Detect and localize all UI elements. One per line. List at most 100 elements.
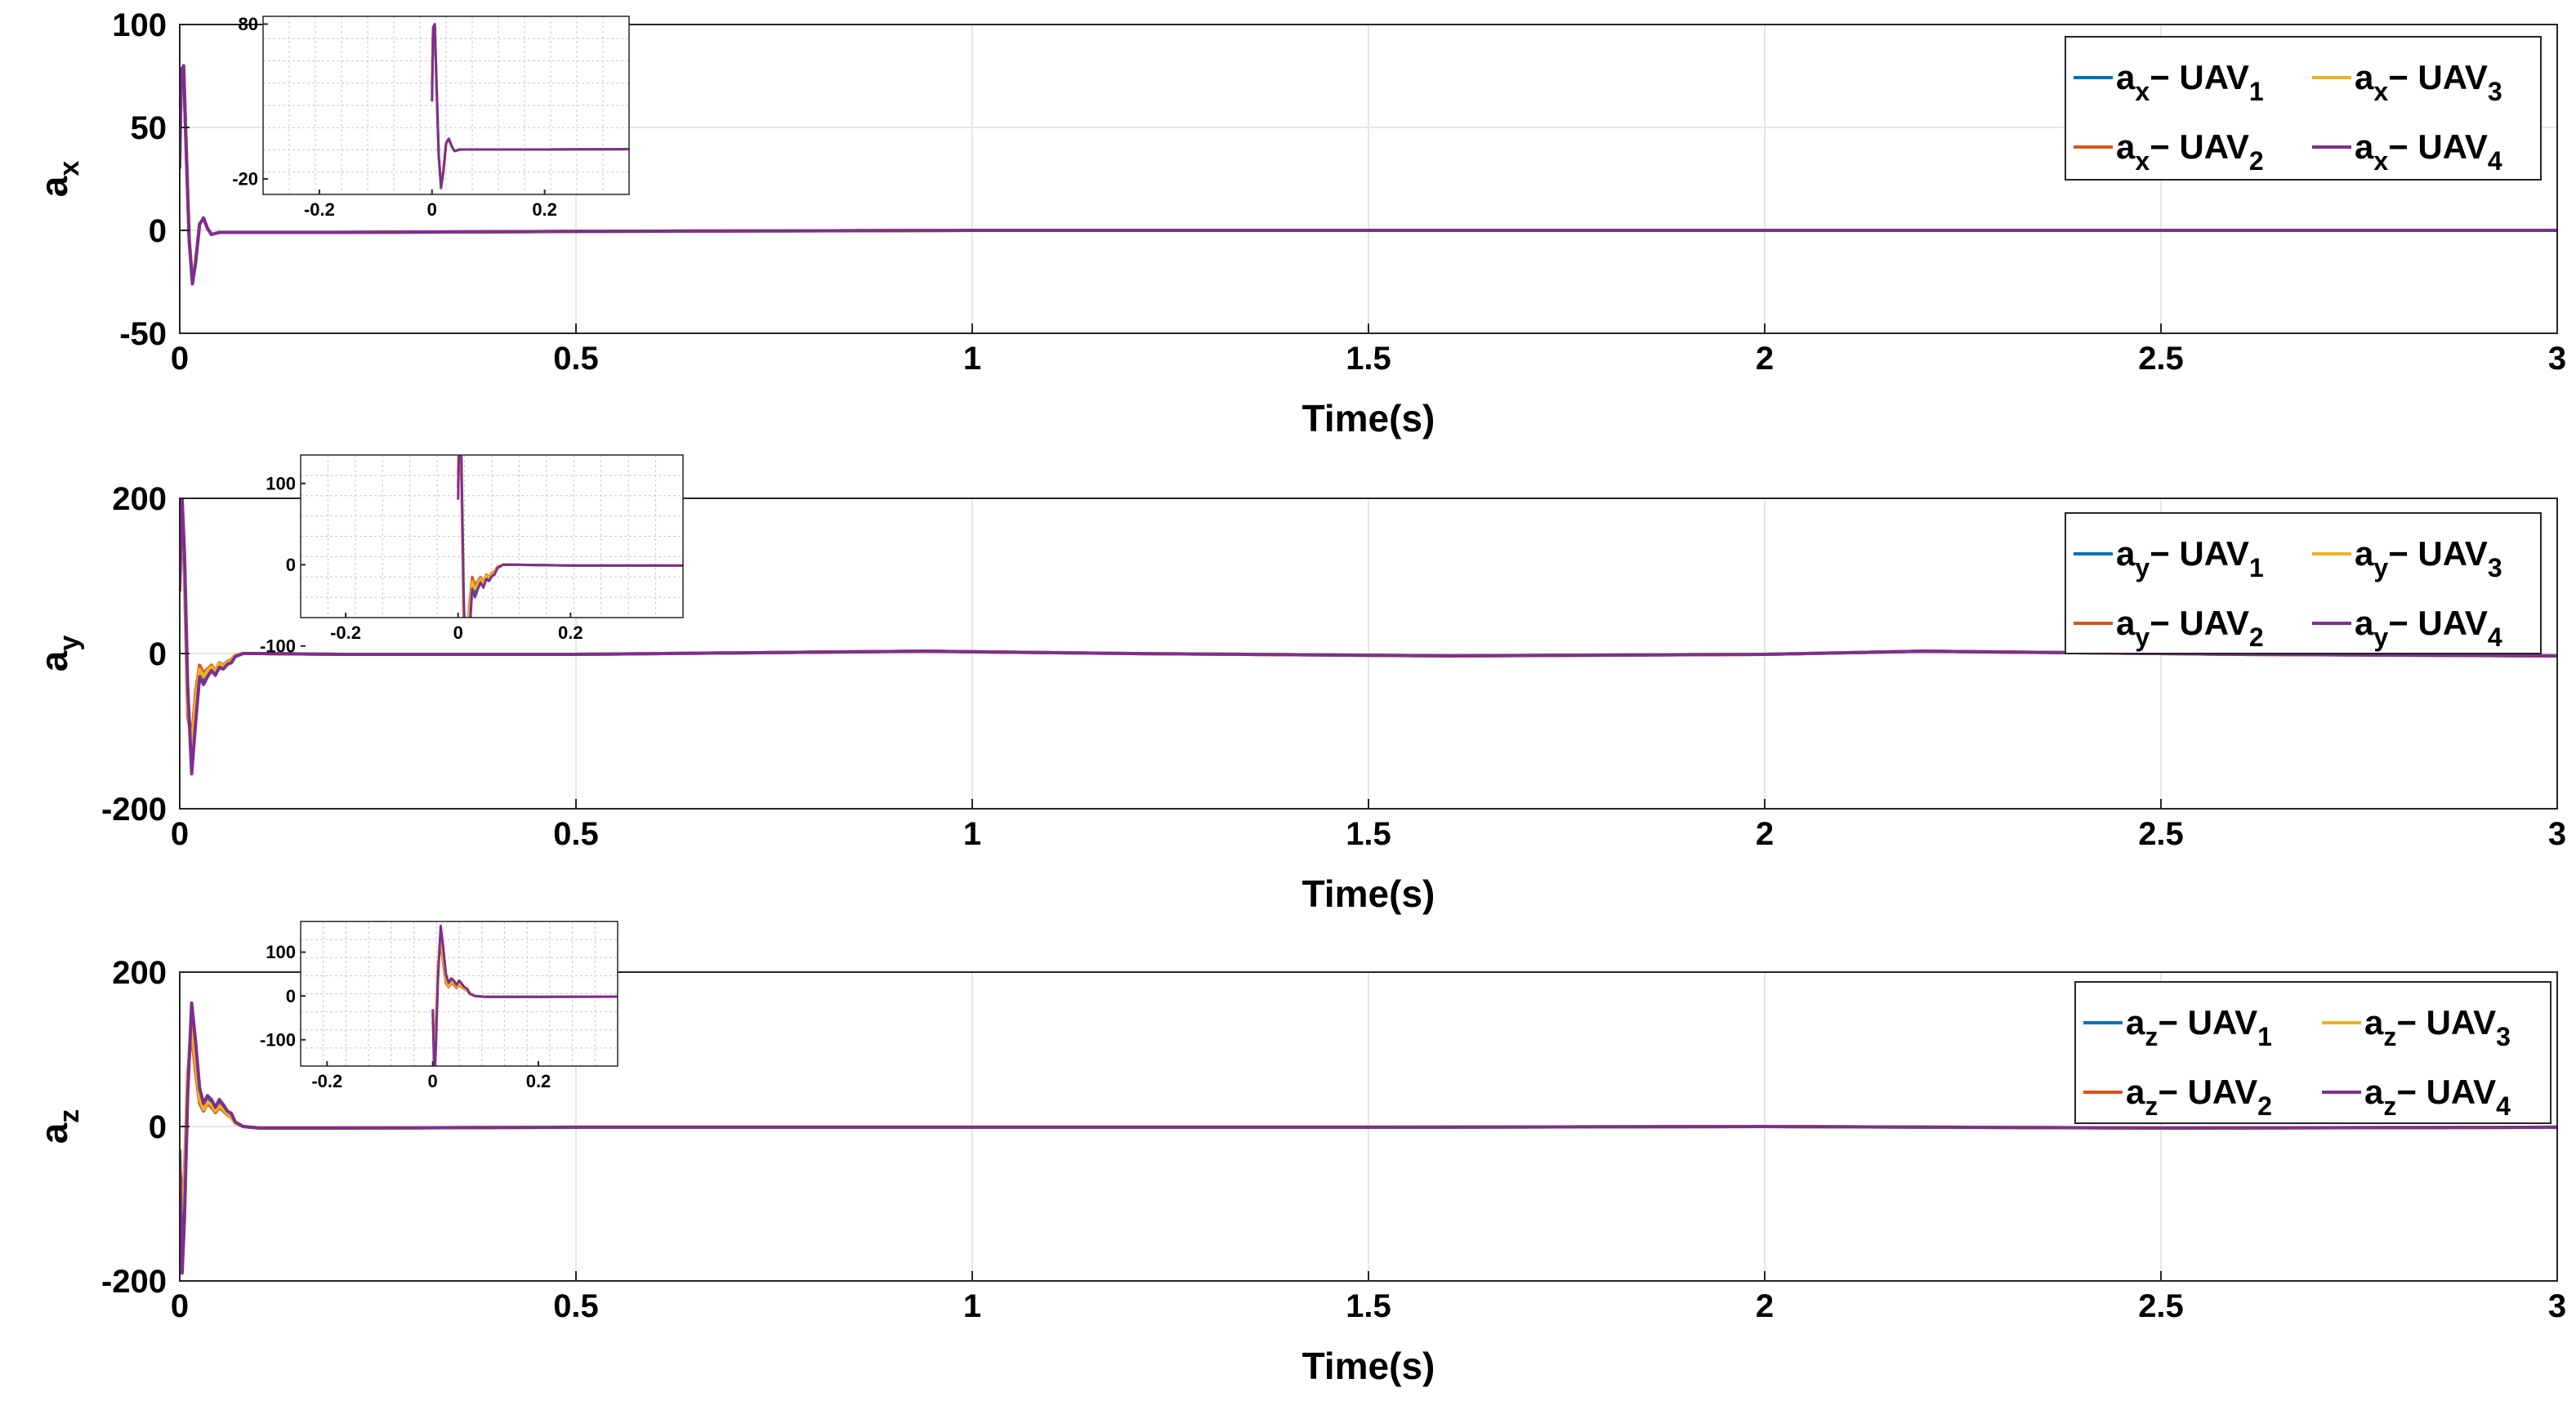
- legend-entry-subscript: x: [2135, 146, 2150, 176]
- legend-entry-dash: −: [2150, 58, 2179, 96]
- plot-xtick-label: 1: [963, 341, 981, 377]
- inset-ytick-label: 100: [266, 474, 296, 494]
- inset-xtick-label: 0: [453, 622, 463, 643]
- inset-series-group: [431, 924, 618, 1066]
- legend-entry-base: a: [2364, 1073, 2384, 1111]
- legend-entry-base: a: [2355, 534, 2374, 573]
- plot-ytick-label: 0: [149, 636, 167, 672]
- legend-entry-uav: UAV: [2179, 534, 2249, 573]
- plot-xtick-label: 0: [171, 816, 189, 852]
- plot-ytick-label: 50: [131, 110, 167, 146]
- legend-entry-uav-1: ax− UAV1: [2116, 58, 2264, 106]
- inset-series-line-uav-4: [431, 23, 629, 190]
- plot-series-line-uav-4: [180, 498, 2557, 776]
- inset-xtick-label: -0.2: [304, 199, 335, 220]
- legend-entry-dash: −: [2396, 1073, 2426, 1111]
- legend-entry-dash: −: [2388, 127, 2418, 166]
- plot-series-group: [180, 1001, 2557, 1275]
- inset-series-line-uav-4: [431, 924, 618, 1066]
- y-axis-label-subscript: z: [54, 1109, 85, 1123]
- legend-box: [2065, 512, 2542, 654]
- plot-xtick-label: 0: [171, 341, 189, 377]
- inset-series-line-uav-4: [457, 455, 683, 618]
- inset-ytick-label: 0: [286, 555, 296, 575]
- plot-xtick-label: 0.5: [553, 816, 599, 852]
- plot-xtick-label: 3: [2548, 1288, 2566, 1324]
- legend-entry-base: a: [2355, 58, 2374, 96]
- legend-entry-uav: UAV: [2418, 127, 2488, 166]
- legend-entry-uav-subscript: 4: [2488, 622, 2502, 652]
- plot-xtick-label: 0.5: [553, 341, 599, 377]
- legend-entry-subscript: x: [2373, 146, 2388, 176]
- inset-xtick-label: 0: [428, 1071, 438, 1091]
- legend-entry-subscript: z: [2145, 1022, 2158, 1051]
- inset-xtick-label: 0.2: [558, 622, 583, 643]
- plot-xtick-label: 0: [171, 1288, 189, 1324]
- legend-entry-uav-subscript: 2: [2257, 1091, 2272, 1121]
- y-axis-label: ax: [33, 161, 85, 198]
- y-axis-label-subscript: x: [54, 161, 85, 176]
- legend-entry-uav-2: ay− UAV2: [2116, 604, 2264, 652]
- inset-axes-3: -0.2 0 0.2 -100 0 100: [260, 921, 618, 1091]
- inset-ytick-label: -100: [260, 636, 296, 657]
- y-axis-label-base: a: [33, 1122, 75, 1144]
- plot-xtick-label: 1.5: [1346, 1288, 1391, 1324]
- legend-entry-uav: UAV: [2179, 58, 2249, 96]
- legend-entry-uav: UAV: [2418, 604, 2488, 642]
- inset-axes-1: -0.2 0 0.2 -20 80: [232, 14, 630, 220]
- plot-ytick-label: 0: [149, 1109, 167, 1145]
- plot-xtick-label: 1.5: [1346, 816, 1391, 852]
- legend-entry-dash: −: [2150, 534, 2179, 573]
- plot-series-group: [180, 64, 2557, 286]
- legend-entry-uav-subscript: 3: [2496, 1022, 2511, 1051]
- legend-entry-uav-subscript: 1: [2257, 1022, 2272, 1051]
- legend-entry-uav-1: ay− UAV1: [2116, 534, 2264, 582]
- legend-entry-uav-4: ax− UAV4: [2355, 127, 2502, 176]
- legend-entry-dash: −: [2158, 1003, 2187, 1042]
- inset-xtick-label: -0.2: [330, 622, 361, 643]
- plot-xtick-label: 2: [1756, 816, 1774, 852]
- inset-frame: [300, 454, 684, 618]
- legend-entry-base: a: [2116, 127, 2136, 166]
- legend-entry-base: a: [2116, 58, 2136, 96]
- legend-entry-subscript: z: [2383, 1022, 2396, 1051]
- inset-series-line-uav-3: [457, 455, 683, 618]
- plot-ytick-label: -200: [101, 792, 167, 828]
- legend-box: [2065, 36, 2542, 181]
- legend-entry-dash: −: [2150, 604, 2179, 642]
- legend-entry-uav-subscript: 4: [2488, 146, 2502, 176]
- legend-entry-uav-3: az− UAV3: [2364, 1003, 2511, 1051]
- legend-entry-dash: −: [2158, 1073, 2187, 1111]
- legend-entry-dash: −: [2388, 534, 2418, 573]
- plot-xtick-label: 1.5: [1346, 341, 1391, 377]
- plot-xtick-label: 1: [963, 1288, 981, 1324]
- plot-ytick-label: 200: [112, 481, 167, 517]
- legend-entry-base: a: [2116, 534, 2136, 573]
- plot-xtick-label: 1: [963, 816, 981, 852]
- legend-entry-base: a: [2364, 1003, 2384, 1042]
- legend-entry-uav-3: ax− UAV3: [2355, 58, 2502, 106]
- legend-entry-uav-4: az− UAV4: [2364, 1073, 2511, 1121]
- plot-ytick-label: 200: [112, 955, 167, 991]
- legend-entry-uav-3: ay− UAV3: [2355, 534, 2502, 582]
- legend-entry-subscript: y: [2373, 622, 2388, 652]
- plot-series-line-uav-4: [180, 1001, 2557, 1275]
- plot-ytick-label: 100: [112, 7, 167, 43]
- inset-ytick-label: -20: [232, 169, 258, 190]
- plot-xtick-label: 2.5: [2138, 341, 2184, 377]
- inset-frame: [300, 921, 618, 1067]
- legend-entry-uav: UAV: [2418, 534, 2488, 573]
- inset-frame: [262, 16, 630, 195]
- legend-entry-base: a: [2355, 127, 2374, 166]
- plot-xtick-label: 2: [1756, 1288, 1774, 1324]
- plot-xtick-label: 0.5: [553, 1288, 599, 1324]
- plot-ytick-label: -50: [119, 316, 167, 352]
- y-axis-label-base: a: [33, 650, 75, 671]
- legend-entry-uav: UAV: [2179, 127, 2249, 166]
- legend-entry-base: a: [2116, 604, 2136, 642]
- legend-entry-uav-subscript: 1: [2249, 553, 2264, 582]
- plot-xtick-label: 2.5: [2138, 1288, 2184, 1324]
- legend-entry-uav-subscript: 1: [2249, 77, 2264, 106]
